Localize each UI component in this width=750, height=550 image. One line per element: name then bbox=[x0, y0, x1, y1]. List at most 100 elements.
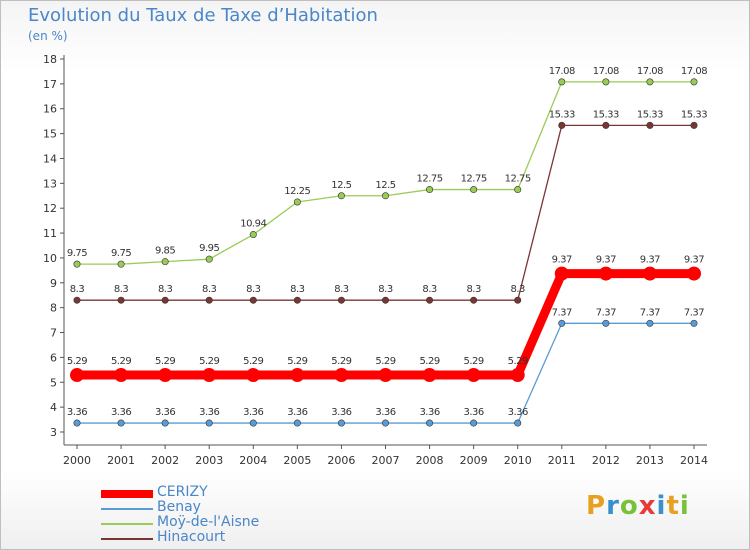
data-point bbox=[249, 419, 257, 427]
data-label: 8.3 bbox=[378, 284, 393, 295]
data-label: 9.75 bbox=[111, 248, 131, 259]
data-point bbox=[426, 296, 434, 304]
data-point bbox=[602, 78, 610, 86]
data-point bbox=[73, 296, 81, 304]
data-label: 3.36 bbox=[243, 407, 263, 418]
data-label: 9.37 bbox=[552, 255, 572, 266]
data-label: 8.3 bbox=[422, 284, 437, 295]
data-label: 5.29 bbox=[464, 356, 484, 367]
logo-letter: o bbox=[619, 491, 639, 521]
x-tick-label: 2014 bbox=[680, 454, 708, 467]
data-point bbox=[249, 296, 257, 304]
data-point bbox=[158, 368, 173, 383]
data-label: 5.29 bbox=[111, 356, 131, 367]
y-tick-label: 16 bbox=[43, 103, 57, 116]
logo-letter: x bbox=[638, 491, 657, 521]
data-point bbox=[381, 296, 389, 304]
data-label: 8.3 bbox=[70, 284, 85, 295]
data-label: 7.37 bbox=[552, 307, 572, 318]
data-point bbox=[514, 419, 522, 427]
data-point bbox=[646, 78, 654, 86]
logo-letter: t bbox=[666, 491, 680, 521]
data-point bbox=[249, 231, 257, 239]
logo-letter: r bbox=[606, 491, 620, 521]
data-point bbox=[514, 186, 522, 194]
data-label: 9.37 bbox=[684, 255, 704, 266]
legend-swatch-benay bbox=[101, 508, 153, 510]
data-point bbox=[381, 419, 389, 427]
data-point bbox=[470, 419, 478, 427]
data-label: 12.5 bbox=[331, 180, 351, 191]
y-tick-label: 14 bbox=[43, 152, 57, 165]
data-label: 9.37 bbox=[640, 255, 660, 266]
data-point bbox=[205, 255, 213, 263]
data-point bbox=[602, 121, 610, 129]
data-label: 3.36 bbox=[419, 407, 439, 418]
x-tick-label: 2006 bbox=[327, 454, 355, 467]
data-point bbox=[161, 419, 169, 427]
y-tick-label: 7 bbox=[50, 327, 57, 340]
data-point bbox=[246, 368, 261, 383]
legend-swatch-hinacourt bbox=[101, 538, 153, 540]
y-tick-label: 5 bbox=[50, 376, 57, 389]
data-point bbox=[554, 266, 569, 281]
data-point bbox=[646, 319, 654, 327]
data-label: 3.36 bbox=[287, 407, 307, 418]
data-point bbox=[117, 296, 125, 304]
data-label: 5.29 bbox=[155, 356, 175, 367]
data-point bbox=[337, 192, 345, 200]
data-point bbox=[466, 368, 481, 383]
data-label: 5.29 bbox=[375, 356, 395, 367]
data-point bbox=[73, 260, 81, 268]
data-point bbox=[690, 121, 698, 129]
data-point bbox=[337, 419, 345, 427]
y-tick-label: 6 bbox=[50, 351, 57, 364]
data-label: 9.75 bbox=[67, 248, 87, 259]
x-tick-label: 2013 bbox=[636, 454, 664, 467]
x-tick-label: 2012 bbox=[592, 454, 620, 467]
x-tick-label: 2005 bbox=[283, 454, 311, 467]
y-tick-label: 11 bbox=[43, 227, 57, 240]
data-point bbox=[70, 368, 84, 383]
data-point bbox=[558, 121, 566, 129]
data-label: 7.37 bbox=[640, 307, 660, 318]
y-tick-label: 15 bbox=[43, 128, 57, 141]
data-point bbox=[510, 368, 525, 383]
data-point bbox=[558, 319, 566, 327]
data-point bbox=[114, 368, 129, 383]
x-tick-label: 2007 bbox=[372, 454, 400, 467]
data-point bbox=[690, 319, 698, 327]
data-label: 12.75 bbox=[417, 174, 443, 185]
data-label: 8.3 bbox=[114, 284, 129, 295]
legend-label-moy-de-l-aisne: Moÿ-de-l'Aisne bbox=[157, 514, 260, 530]
data-point bbox=[598, 266, 613, 281]
data-point bbox=[690, 78, 698, 86]
data-label: 17.08 bbox=[593, 66, 619, 77]
data-label: 12.75 bbox=[505, 174, 531, 185]
data-point bbox=[422, 368, 437, 383]
x-tick-label: 2008 bbox=[416, 454, 444, 467]
data-label: 9.95 bbox=[199, 243, 219, 254]
data-label: 8.3 bbox=[290, 284, 305, 295]
data-label: 5.29 bbox=[508, 356, 528, 367]
x-tick-label: 2001 bbox=[107, 454, 135, 467]
data-point bbox=[73, 419, 81, 427]
data-label: 7.37 bbox=[596, 307, 616, 318]
data-point bbox=[470, 186, 478, 194]
data-label: 5.29 bbox=[67, 356, 87, 367]
data-point bbox=[290, 368, 305, 383]
y-tick-label: 17 bbox=[43, 78, 57, 91]
legend-label-benay: Benay bbox=[157, 499, 201, 515]
data-label: 8.3 bbox=[246, 284, 261, 295]
x-tick-label: 2002 bbox=[151, 454, 179, 467]
data-label: 10.94 bbox=[240, 219, 266, 230]
data-label: 3.36 bbox=[199, 407, 219, 418]
legend-label-hinacourt: Hinacourt bbox=[157, 529, 226, 545]
data-label: 5.29 bbox=[331, 356, 351, 367]
data-point bbox=[161, 296, 169, 304]
chart-title: Evolution du Taux de Taxe d’Habitation bbox=[28, 5, 378, 26]
x-tick-label: 2010 bbox=[504, 454, 532, 467]
data-label: 8.3 bbox=[202, 284, 217, 295]
